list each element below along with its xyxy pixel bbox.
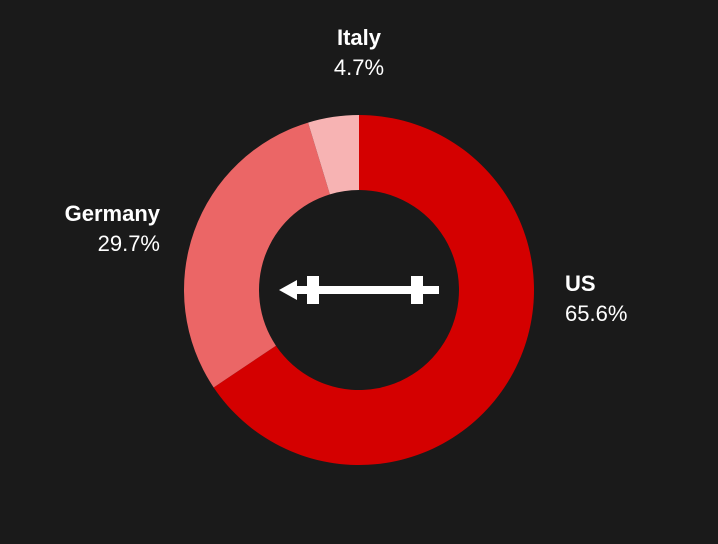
slice-pct-us: 65.6% [565,300,718,328]
slice-label-italy: Italy 4.7% [259,24,459,81]
slice-name-us: US [565,270,718,298]
slice-pct-germany: 29.7% [0,230,160,258]
slice-name-italy: Italy [259,24,459,52]
slice-germany [184,123,330,388]
slice-label-germany: Germany 29.7% [0,200,160,257]
slice-name-germany: Germany [0,200,160,228]
missile-icon [279,276,439,304]
slice-label-us: US 65.6% [565,270,718,327]
donut-chart: Italy 4.7% Germany 29.7% US 65.6% [0,0,718,544]
slice-pct-italy: 4.7% [259,54,459,82]
